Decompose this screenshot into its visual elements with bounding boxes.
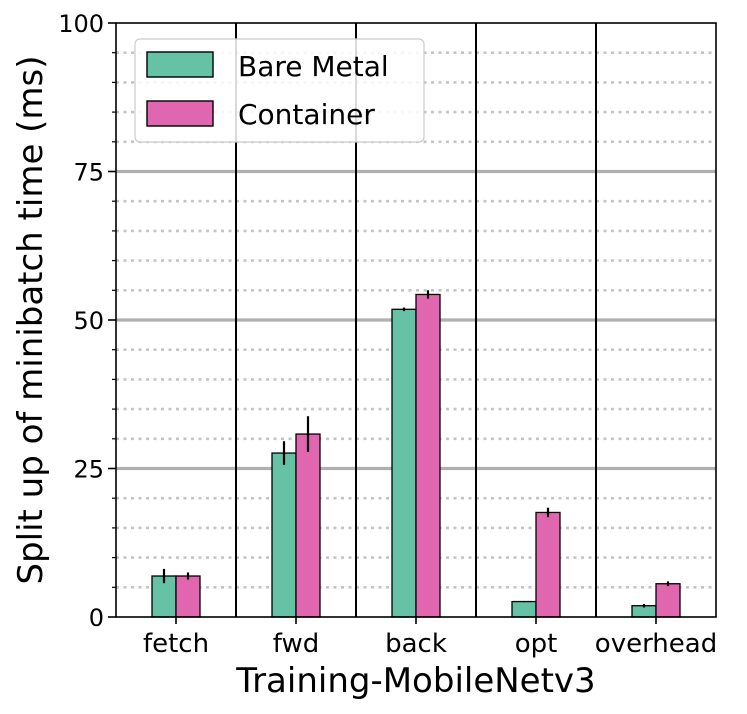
legend-label-bare-metal: Bare Metal (238, 50, 389, 83)
x-tick-label-fwd: fwd (273, 629, 319, 659)
bar-container-opt (535, 511, 561, 618)
y-tick-label: 75 (73, 159, 104, 187)
y-tick-label: 25 (73, 456, 104, 484)
x-axis-label: Training-MobileNetv3 (235, 661, 595, 701)
x-axis-ticks: fetch fwd back opt overhead (143, 617, 717, 659)
x-tick-label-opt: opt (515, 629, 558, 659)
legend-swatch-container (146, 100, 214, 127)
y-tick-label: 0 (89, 604, 104, 632)
x-tick-label-fetch: fetch (143, 629, 209, 659)
bar-bare-metal-back (391, 308, 417, 618)
legend-label-container: Container (238, 98, 375, 131)
bar-bare-metal-opt (511, 600, 537, 618)
error-bars-layer (162, 290, 670, 608)
bar-container-fwd (295, 433, 321, 618)
bar-container-back (415, 293, 441, 618)
legend: Bare Metal Container (134, 38, 425, 143)
bar-bare-metal-fwd (271, 452, 297, 618)
x-tick-label-back: back (385, 629, 447, 659)
x-tick-label-overhead: overhead (595, 629, 717, 659)
legend-swatch-bare-metal (146, 51, 214, 78)
bar-container-overhead (655, 583, 681, 618)
y-tick-label: 50 (73, 307, 104, 335)
y-axis-label: Split up of minibatch time (ms) (11, 55, 51, 584)
y-tick-label: 100 (58, 10, 104, 38)
y-axis-ticks: 0 25 50 75 100 (58, 10, 116, 632)
bars-layer (151, 293, 681, 618)
bar-container-fetch (175, 575, 201, 618)
